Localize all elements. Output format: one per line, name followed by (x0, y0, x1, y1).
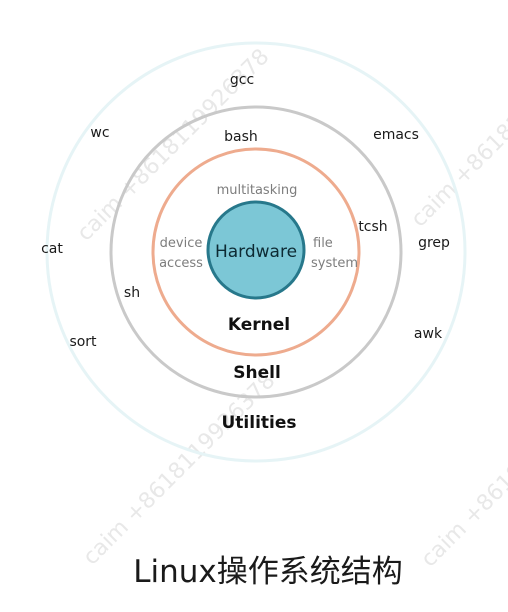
kernel-label: Kernel (228, 315, 290, 335)
utility-command-wc: wc (90, 125, 109, 141)
utilities-ring (45, 41, 467, 463)
hardware-label: Hardware (215, 242, 297, 262)
shell-label: Shell (233, 363, 281, 383)
kernel-function-access: access (159, 256, 203, 271)
shell-command-bash: bash (224, 129, 258, 145)
diagram-caption: Linux操作系统结构 (133, 554, 403, 590)
watermark-text: caim +8618119926378 (407, 30, 508, 232)
utility-command-grep: grep (418, 235, 450, 251)
utility-command-gcc: gcc (230, 72, 254, 88)
kernel-function-device: device (160, 236, 203, 251)
utility-command-awk: awk (414, 326, 443, 342)
utility-command-cat: cat (41, 241, 63, 257)
utility-command-emacs: emacs (373, 127, 419, 143)
watermark-text: caim +8618119926378 (417, 370, 508, 572)
hardware-core (206, 200, 306, 300)
kernel-function-file: file (313, 236, 333, 251)
utility-command-sort: sort (69, 334, 97, 350)
shell-ring (109, 105, 403, 399)
shell-command-tcsh: tcsh (358, 219, 387, 235)
kernel-function-multitasking: multitasking (217, 183, 298, 198)
shell-command-sh: sh (124, 285, 140, 301)
kernel-function-system: system (311, 256, 358, 271)
kernel-ring (151, 147, 361, 357)
utilities-label: Utilities (221, 413, 296, 433)
